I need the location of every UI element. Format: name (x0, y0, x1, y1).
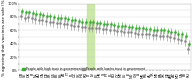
Y-axis label: % agreeing that vaccines are safe (%): % agreeing that vaccines are safe (%) (2, 0, 6, 76)
Legend: People with high trust in government, People with low/no trust in government: People with high trust in government, Pe… (21, 66, 146, 72)
Bar (87, 4, 94, 70)
